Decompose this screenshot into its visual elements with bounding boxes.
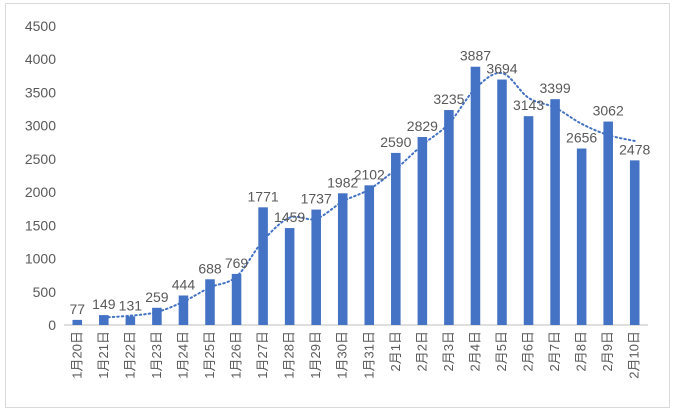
- bar: [152, 307, 162, 325]
- y-tick-label: 500: [33, 284, 57, 300]
- bar: [284, 228, 295, 325]
- x-tick-label: 1月22日: [122, 331, 137, 379]
- data-label: 2590: [380, 134, 411, 150]
- y-tick-label: 1000: [25, 251, 56, 267]
- x-tick-label: 1月30日: [335, 331, 350, 379]
- trendline: [102, 72, 636, 319]
- x-tick-label: 1月21日: [96, 331, 111, 379]
- bar: [550, 99, 560, 325]
- bar: [470, 66, 481, 326]
- x-tick-label: 2月4日: [467, 331, 482, 371]
- y-tick-label: 3000: [25, 118, 56, 134]
- y-tick-label: 4000: [25, 51, 56, 67]
- bar: [497, 79, 507, 325]
- x-tick-label: 1月20日: [69, 331, 84, 379]
- data-label: 769: [225, 255, 249, 271]
- x-tick-label: 2月1日: [388, 331, 403, 371]
- x-tick-label: 1月25日: [202, 331, 217, 379]
- bar: [364, 185, 375, 325]
- data-label: 1737: [301, 191, 332, 207]
- y-tick-label: 4500: [25, 18, 56, 34]
- bar: [576, 148, 587, 325]
- x-tick-label: 2月9日: [600, 331, 615, 371]
- data-label: 3143: [513, 97, 544, 113]
- data-label: 1982: [327, 174, 358, 190]
- data-label: 77: [69, 301, 85, 317]
- data-label: 2478: [619, 141, 650, 157]
- data-label: 131: [119, 297, 143, 313]
- x-tick-label: 1月23日: [149, 331, 164, 379]
- bar: [311, 209, 321, 325]
- x-tick-label: 2月8日: [574, 331, 589, 371]
- data-label: 444: [172, 276, 196, 292]
- bar: [417, 137, 428, 325]
- data-label: 2102: [354, 166, 385, 182]
- bar: [629, 160, 640, 325]
- y-tick-label: 3500: [25, 84, 56, 100]
- bar: [231, 273, 242, 325]
- data-label: 2829: [407, 118, 438, 134]
- x-tick-label: 1月29日: [308, 331, 323, 379]
- y-tick-label: 2500: [25, 151, 56, 167]
- bar: [444, 110, 454, 326]
- x-tick-label: 2月6日: [521, 331, 536, 371]
- bars: [72, 66, 640, 326]
- data-label: 688: [198, 260, 222, 276]
- data-label: 259: [145, 289, 169, 305]
- bar: [178, 295, 189, 325]
- x-tick-label: 2月3日: [441, 331, 456, 371]
- data-label: 1771: [248, 188, 279, 204]
- data-label: 2656: [566, 130, 597, 146]
- data-label: 1459: [274, 209, 305, 225]
- bar: [125, 316, 136, 325]
- bar: [523, 116, 534, 326]
- data-label: 3399: [540, 80, 571, 96]
- data-label: 3062: [593, 103, 624, 119]
- x-tick-label: 1月28日: [282, 331, 297, 379]
- x-tick-label: 2月10日: [627, 331, 642, 379]
- bar: [72, 319, 83, 325]
- x-tick-label: 1月27日: [255, 331, 270, 379]
- y-tick-label: 1500: [25, 217, 56, 233]
- data-label: 3235: [433, 91, 464, 107]
- bar: [337, 193, 348, 325]
- bar: [258, 207, 268, 325]
- y-tick-label: 0: [48, 317, 56, 333]
- data-label: 3887: [460, 48, 491, 64]
- x-tick-label: 2月7日: [547, 331, 562, 371]
- x-tick-label: 1月31日: [361, 331, 376, 379]
- data-label: 3694: [486, 61, 517, 77]
- bar: [603, 121, 613, 325]
- x-tick-label: 2月2日: [414, 331, 429, 371]
- x-tick-label: 1月24日: [175, 331, 190, 379]
- bar: [205, 279, 215, 325]
- x-tick-label: 2月5日: [494, 331, 509, 371]
- y-tick-label: 2000: [25, 184, 56, 200]
- moving-average-trendline: [102, 72, 636, 319]
- bar: [99, 315, 109, 325]
- data-label: 149: [92, 296, 116, 312]
- bar: [391, 152, 401, 325]
- x-tick-label: 1月26日: [229, 331, 244, 379]
